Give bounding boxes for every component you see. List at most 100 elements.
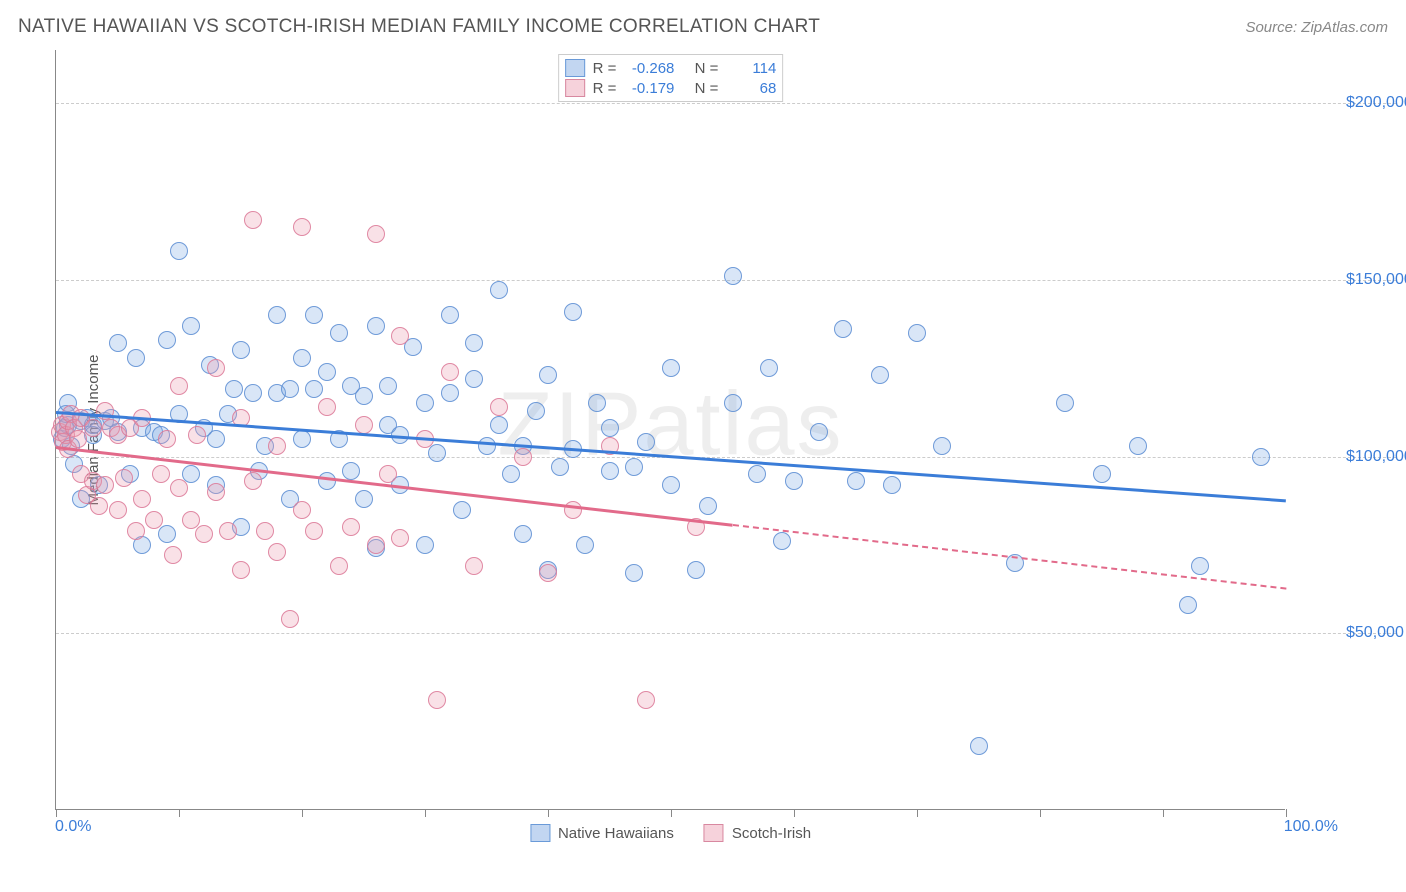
data-point (355, 387, 373, 405)
y-tick-label: $50,000 (1346, 624, 1406, 642)
gridline (56, 633, 1396, 634)
data-point (133, 490, 151, 508)
x-tick (548, 809, 549, 817)
data-point (441, 384, 459, 402)
data-point (637, 691, 655, 709)
data-point (441, 306, 459, 324)
data-point (268, 306, 286, 324)
data-point (318, 363, 336, 381)
x-tick (794, 809, 795, 817)
x-tick (917, 809, 918, 817)
data-point (330, 557, 348, 575)
data-point (588, 394, 606, 412)
swatch-scotch-irish (565, 79, 585, 97)
data-point (379, 377, 397, 395)
data-point (90, 497, 108, 515)
data-point (724, 394, 742, 412)
data-point (834, 320, 852, 338)
data-point (564, 501, 582, 519)
data-point (268, 543, 286, 561)
data-point (164, 546, 182, 564)
data-point (514, 448, 532, 466)
data-point (465, 370, 483, 388)
data-point (293, 501, 311, 519)
data-point (244, 472, 262, 490)
data-point (933, 437, 951, 455)
chart-title: NATIVE HAWAIIAN VS SCOTCH-IRISH MEDIAN F… (18, 16, 820, 38)
stats-row-hawaiian: R = -0.268 N = 114 (565, 58, 777, 78)
data-point (662, 359, 680, 377)
y-tick-label: $150,000 (1346, 271, 1406, 289)
data-point (367, 536, 385, 554)
data-point (305, 522, 323, 540)
r-label: R = (593, 80, 617, 97)
data-point (527, 402, 545, 420)
n-label: N = (695, 80, 719, 97)
data-point (699, 497, 717, 515)
data-point (1191, 557, 1209, 575)
data-point (625, 564, 643, 582)
data-point (244, 211, 262, 229)
data-point (453, 501, 471, 519)
data-point (305, 380, 323, 398)
data-point (514, 525, 532, 543)
data-point (96, 476, 114, 494)
gridline (56, 103, 1396, 104)
data-point (158, 525, 176, 543)
r-label: R = (593, 60, 617, 77)
data-point (207, 359, 225, 377)
legend-swatch-scotch-irish (704, 824, 724, 842)
x-tick (179, 809, 180, 817)
data-point (318, 472, 336, 490)
x-min-label: 0.0% (55, 818, 91, 836)
data-point (170, 377, 188, 395)
n-value-hawaiian: 114 (726, 60, 776, 77)
data-point (127, 349, 145, 367)
legend-label-hawaiian: Native Hawaiians (558, 825, 674, 842)
data-point (182, 317, 200, 335)
watermark: ZIPatlas (497, 373, 843, 476)
data-point (1129, 437, 1147, 455)
data-point (490, 398, 508, 416)
data-point (847, 472, 865, 490)
data-point (232, 561, 250, 579)
data-point (748, 465, 766, 483)
data-point (908, 324, 926, 342)
data-point (318, 398, 336, 416)
data-point (342, 518, 360, 536)
data-point (367, 317, 385, 335)
data-point (195, 525, 213, 543)
data-point (428, 444, 446, 462)
data-point (601, 462, 619, 480)
data-point (207, 483, 225, 501)
data-point (379, 465, 397, 483)
r-value-hawaiian: -0.268 (624, 60, 674, 77)
data-point (441, 363, 459, 381)
data-point (428, 691, 446, 709)
n-label: N = (695, 60, 719, 77)
stats-row-scotch-irish: R = -0.179 N = 68 (565, 78, 777, 98)
data-point (293, 430, 311, 448)
data-point (539, 564, 557, 582)
y-tick-label: $100,000 (1346, 448, 1406, 466)
data-point (687, 561, 705, 579)
data-point (182, 465, 200, 483)
data-point (625, 458, 643, 476)
data-point (342, 462, 360, 480)
data-point (109, 334, 127, 352)
data-point (465, 334, 483, 352)
data-point (883, 476, 901, 494)
data-point (502, 465, 520, 483)
data-point (355, 490, 373, 508)
data-point (760, 359, 778, 377)
data-point (293, 349, 311, 367)
legend-item-hawaiian: Native Hawaiians (530, 824, 674, 842)
x-tick (1286, 809, 1287, 817)
data-point (367, 225, 385, 243)
data-point (109, 501, 127, 519)
x-max-label: 100.0% (1284, 818, 1338, 836)
chart-header: NATIVE HAWAIIAN VS SCOTCH-IRISH MEDIAN F… (18, 16, 1388, 38)
data-point (244, 384, 262, 402)
data-point (256, 522, 274, 540)
x-tick (1040, 809, 1041, 817)
